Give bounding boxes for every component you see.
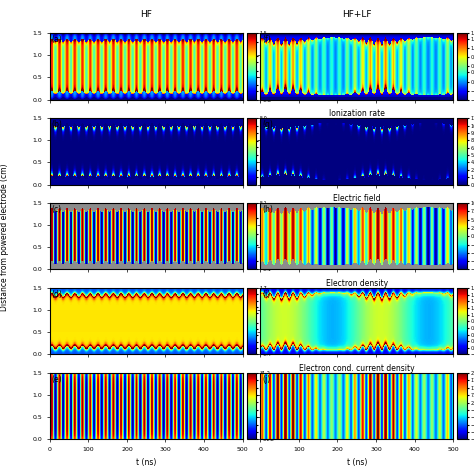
Title: Electric field: Electric field: [333, 194, 381, 203]
Text: (h): (h): [262, 205, 273, 214]
Text: (e): (e): [52, 375, 62, 384]
Text: (i): (i): [262, 290, 271, 299]
Text: Distance from powered electrode (cm): Distance from powered electrode (cm): [0, 164, 9, 311]
Title: Electron cond. current density: Electron cond. current density: [299, 364, 415, 373]
Text: (f): (f): [262, 35, 271, 44]
Text: (c): (c): [52, 205, 62, 214]
Text: (g): (g): [262, 120, 273, 129]
Text: (d): (d): [52, 290, 63, 299]
X-axis label: t (ns): t (ns): [136, 457, 156, 466]
Text: (b): (b): [52, 120, 63, 129]
Text: (a): (a): [52, 35, 63, 44]
Title: Ionization rate: Ionization rate: [329, 109, 385, 118]
Title: HF: HF: [140, 10, 152, 19]
Title: HF+LF: HF+LF: [342, 10, 372, 19]
Text: (j): (j): [262, 375, 271, 384]
Title: Electron density: Electron density: [326, 279, 388, 288]
X-axis label: t (ns): t (ns): [346, 457, 367, 466]
